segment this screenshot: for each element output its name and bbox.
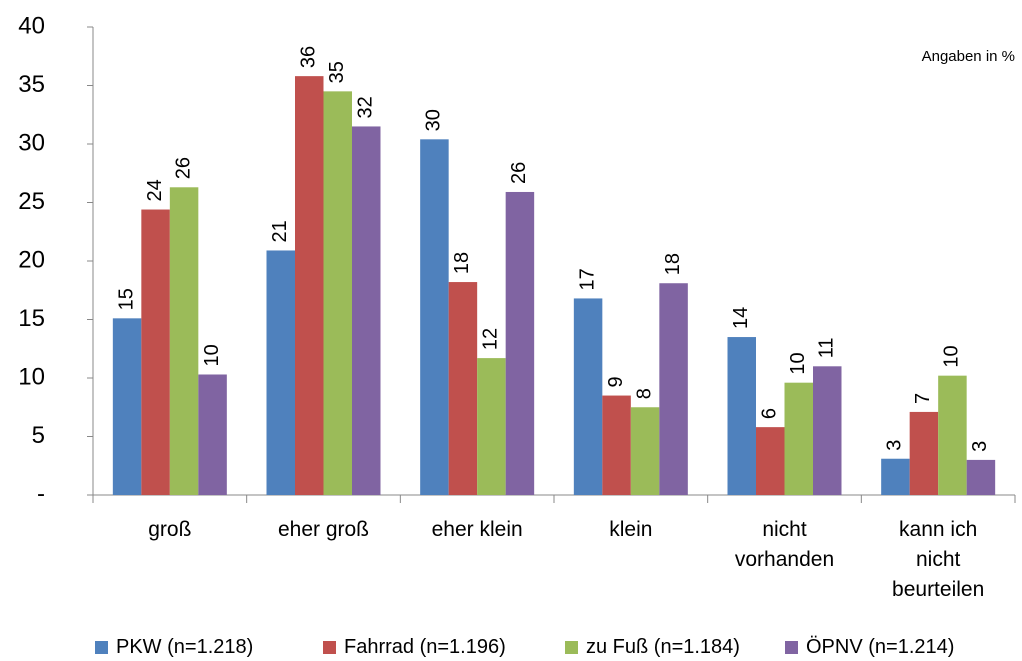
bar (420, 139, 449, 495)
bar (881, 458, 910, 495)
bar (141, 209, 170, 495)
legend-swatch (785, 641, 798, 654)
data-label: 36 (298, 46, 320, 68)
x-tick-label: eher klein (431, 518, 523, 541)
bar (266, 250, 295, 495)
y-tick-label: 20 (18, 246, 45, 273)
legend-label: ÖPNV (n=1.214) (806, 636, 955, 658)
data-label: 3 (884, 440, 906, 451)
bar (756, 427, 785, 495)
legend-swatch (323, 641, 336, 654)
bar (909, 411, 939, 495)
data-label: 10 (201, 344, 223, 366)
legend-item: zu Fuß (n=1.184) (565, 636, 740, 659)
bar (295, 76, 324, 495)
data-label: 6 (759, 408, 781, 419)
legend-label: PKW (n=1.218) (116, 636, 254, 658)
bar (505, 191, 535, 495)
bar (573, 298, 603, 495)
bar (813, 366, 842, 495)
annotation: Angaben in % (922, 48, 1015, 65)
data-label: 10 (787, 352, 809, 374)
x-tick-label: nicht vorhanden (734, 518, 835, 571)
data-label: 3 (969, 441, 991, 452)
bar (966, 459, 996, 495)
bar (659, 283, 688, 495)
bar (198, 374, 227, 495)
data-label: 30 (423, 109, 445, 131)
data-label: 32 (355, 96, 377, 118)
legend-swatch (565, 641, 578, 654)
y-tick-label: 15 (18, 305, 45, 332)
x-tick-label: groß (148, 518, 192, 541)
data-label: 17 (576, 268, 598, 290)
y-tick-label: 25 (18, 188, 45, 215)
data-label: 21 (269, 220, 291, 242)
data-label: 9 (605, 376, 627, 387)
y-tick-label: 35 (18, 71, 45, 98)
data-label: 10 (941, 345, 963, 367)
bar (602, 395, 631, 495)
bar (448, 282, 478, 495)
x-tick-label: kann ich nicht beurteilen (892, 518, 985, 601)
bar (630, 407, 660, 495)
y-tick-label: 30 (18, 129, 45, 156)
data-label: 14 (730, 307, 752, 329)
legend-label: zu Fuß (n=1.184) (586, 636, 740, 658)
bar (112, 318, 142, 495)
data-label: 18 (451, 252, 473, 274)
data-label: 11 (816, 338, 838, 359)
legend-label: Fahrrad (n=1.196) (344, 636, 506, 658)
bar (169, 187, 199, 496)
data-label: 15 (115, 288, 137, 310)
data-label: 35 (326, 61, 348, 83)
data-label: 8 (633, 388, 655, 399)
y-tick-label: 5 (32, 422, 45, 449)
bar (938, 375, 967, 495)
bar (477, 358, 506, 495)
legend-swatch (95, 641, 108, 654)
legend-item: PKW (n=1.218) (95, 636, 253, 659)
bar (323, 91, 352, 495)
y-tick-label: 10 (18, 363, 45, 390)
data-label: 7 (912, 393, 934, 404)
bar (784, 382, 813, 495)
x-tick-label: klein (609, 518, 653, 541)
data-label: 24 (144, 179, 166, 201)
y-tick-label: - (37, 480, 45, 507)
y-tick-label: 40 (18, 12, 45, 39)
data-label: 18 (662, 253, 684, 275)
bar (727, 337, 756, 495)
data-label: 26 (172, 157, 194, 179)
legend-item: ÖPNV (n=1.214) (785, 636, 954, 659)
data-label: 12 (480, 328, 502, 350)
data-label: 26 (508, 162, 530, 184)
x-tick-label: eher groß (277, 518, 370, 541)
bar (352, 126, 381, 495)
legend-item: Fahrrad (n=1.196) (323, 636, 506, 659)
